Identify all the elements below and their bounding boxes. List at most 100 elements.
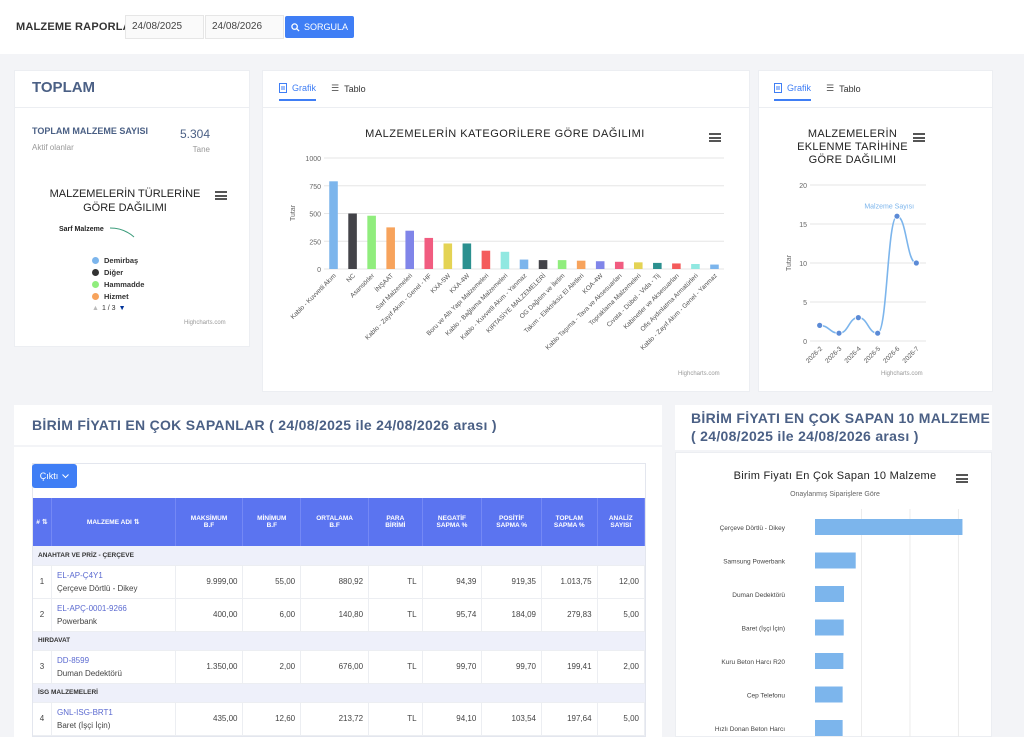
bar[interactable] [367, 215, 376, 269]
cell-max: 9.999,00 [175, 565, 244, 599]
bar[interactable] [815, 586, 845, 602]
date-from-input[interactable]: 24/08/2025 [125, 15, 204, 39]
bar[interactable] [519, 259, 529, 269]
date-to-input[interactable]: 24/08/2026 [205, 15, 284, 39]
column-header[interactable]: NEGATİF SAPMA % [422, 498, 483, 546]
data-point[interactable] [874, 329, 882, 337]
material-code[interactable]: EL-APÇ-0001-9266 [57, 603, 127, 613]
table-row[interactable]: 4 GNL-ISG-BRT1 Baret (İşçi İçin) 435,00 12,6… [33, 702, 645, 736]
column-header[interactable]: ORTALAMA B.F [300, 498, 370, 546]
bar[interactable] [595, 261, 605, 269]
bar[interactable] [653, 262, 662, 269]
bar[interactable] [672, 263, 681, 269]
column-header-sub: B.F [203, 522, 215, 529]
legend-item[interactable]: Hammadde [92, 278, 144, 290]
x-tick-label: 2026-4 [843, 345, 863, 365]
column-header[interactable]: MALZEME ADI ⇅ [51, 498, 176, 546]
bar[interactable] [815, 720, 843, 736]
bar[interactable] [405, 230, 414, 269]
cell-avg: 213,72 [300, 702, 370, 736]
bar[interactable] [815, 686, 843, 703]
bar[interactable] [386, 227, 395, 269]
cell-cnt: 5,00 [597, 702, 645, 736]
y-category-label: Çerçeve Dörtlü - Dikey [720, 525, 786, 532]
bar[interactable] [576, 260, 586, 269]
group-row: HIRDAVAT [33, 631, 645, 651]
column-header[interactable]: MAKSİMUM B.F [175, 498, 244, 546]
search-button[interactable]: SORGULA [285, 16, 354, 38]
column-header-label: NEGATİF [437, 515, 466, 522]
material-code[interactable]: GNL-ISG-BRT1 [57, 707, 113, 717]
legend-item[interactable]: Diğer [92, 266, 144, 278]
document-icon [774, 83, 782, 93]
material-code[interactable]: EL-AP-Ç4Y1 [57, 570, 103, 580]
bar[interactable] [481, 250, 491, 269]
bar[interactable] [691, 264, 700, 269]
pager-up-icon[interactable]: ▲ [92, 305, 99, 312]
sort-icon[interactable]: ⇅ [131, 519, 140, 526]
pie-connector [109, 227, 135, 238]
date-menu-icon[interactable] [913, 133, 925, 142]
bar[interactable] [348, 213, 357, 270]
data-point[interactable] [912, 259, 920, 267]
cell-tot: 197,64 [541, 702, 598, 736]
column-header[interactable]: ANALİZ SAYISI [597, 498, 645, 546]
legend-item[interactable]: Demirbaş [92, 254, 144, 266]
toplam-card [14, 70, 250, 347]
bar[interactable] [329, 181, 338, 269]
column-header[interactable]: MİNİMUM B.F [242, 498, 302, 546]
data-point[interactable] [893, 212, 901, 220]
pager-down-icon[interactable]: ▼ [118, 305, 126, 312]
tab-tablo-2[interactable]: ☰ Tablo [826, 83, 861, 94]
y-tick-label: 20 [799, 183, 807, 190]
data-point[interactable] [835, 329, 843, 337]
bar[interactable] [815, 552, 856, 569]
bar[interactable] [462, 243, 472, 269]
divider [263, 107, 749, 108]
bar[interactable] [815, 653, 844, 669]
cell-avg: 676,00 [300, 650, 370, 684]
table-row[interactable]: 2 EL-APÇ-0001-9266 Powerbank 400,00 6,00 140,… [33, 598, 645, 632]
sort-icon[interactable]: ⇅ [39, 519, 48, 526]
deviation-menu-icon[interactable] [956, 474, 968, 483]
bar[interactable] [815, 619, 844, 636]
bar[interactable] [424, 237, 434, 269]
material-cell: DD-8599 Duman Dedektörü [51, 650, 176, 684]
right-section-header [675, 405, 992, 450]
category-bar-chart: 0 250 500 750 1000 Tutar Kablo - Kuvvetli Akım… [290, 156, 724, 352]
tab-grafik[interactable]: Grafik [279, 83, 317, 101]
column-header[interactable]: # ⇅ [33, 498, 53, 546]
material-code[interactable]: DD-8599 [57, 655, 90, 665]
data-point[interactable] [816, 321, 824, 329]
export-button[interactable]: Çıktı [32, 464, 77, 488]
column-header[interactable]: POSİTİF SAPMA % [481, 498, 542, 546]
table-row[interactable]: 1 EL-AP-Ç4Y1 Çerçeve Dörtlü - Dikey 9.999,0… [33, 565, 645, 599]
y-category-label: Duman Dedektörü [732, 592, 785, 599]
bar[interactable] [443, 243, 453, 269]
count-unit: Tane [192, 145, 210, 154]
column-header[interactable]: TOPLAM SAPMA % [541, 498, 598, 546]
pie-menu-icon[interactable] [215, 191, 227, 200]
bar[interactable] [614, 261, 624, 269]
list-icon: ☰ [826, 83, 835, 93]
bar[interactable] [538, 260, 548, 269]
legend-item[interactable]: Hizmet [92, 290, 144, 302]
category-menu-icon[interactable] [709, 133, 721, 142]
bar[interactable] [634, 262, 643, 269]
material-name: Çerçeve Dörtlü - Dikey [57, 583, 138, 593]
cell-pos: 184,09 [481, 598, 542, 632]
bar[interactable] [815, 519, 963, 535]
tab-tablo[interactable]: ☰ Tablo [331, 83, 366, 94]
bar[interactable] [710, 264, 719, 269]
table-row[interactable]: 3 DD-8599 Duman Dedektörü 1.350,00 2,00 676,0… [33, 650, 645, 684]
series-line [819, 215, 917, 335]
pie-chart-title: MALZEMELERİN TÜRLERİNE GÖRE DAĞILIMI [49, 188, 201, 214]
data-point[interactable] [854, 314, 862, 322]
column-header[interactable]: PARA BİRİMİ [368, 498, 423, 546]
cell-neg: 95,74 [422, 598, 483, 632]
tab-grafik-2[interactable]: Grafik [774, 83, 812, 101]
bar[interactable] [500, 251, 510, 269]
x-tick-label: 2026-6 [882, 345, 902, 365]
bar[interactable] [557, 260, 567, 269]
cell-min: 6,00 [242, 598, 302, 632]
